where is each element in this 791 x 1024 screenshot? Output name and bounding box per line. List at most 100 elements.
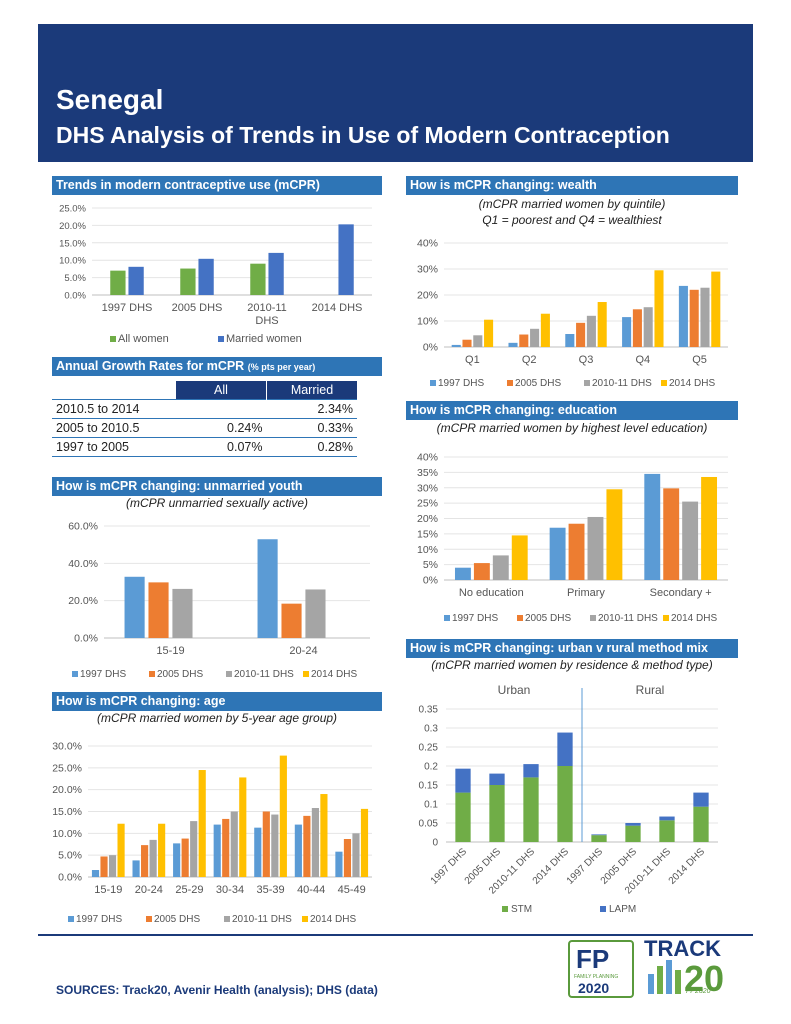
bar bbox=[117, 823, 125, 877]
x-tick-label: Q2 bbox=[522, 354, 537, 366]
bar bbox=[335, 851, 343, 877]
bar bbox=[281, 603, 302, 638]
trends-section-header: Trends in modern contraceptive use (mCPR… bbox=[52, 176, 382, 195]
growth-units: (% pts per year) bbox=[247, 362, 316, 372]
sources-note: SOURCES: Track20, Avenir Health (analysi… bbox=[56, 983, 378, 997]
bar bbox=[132, 860, 140, 877]
bar bbox=[643, 307, 653, 347]
bar bbox=[511, 535, 528, 580]
bar bbox=[257, 539, 278, 638]
bar bbox=[181, 838, 189, 877]
bar bbox=[711, 271, 721, 347]
y-tick-label: 0.0% bbox=[74, 633, 98, 645]
y-tick-label: 25% bbox=[417, 498, 438, 510]
stacked-bar-segment bbox=[693, 806, 709, 842]
y-tick-label: 25.0% bbox=[52, 762, 82, 774]
legend-swatch bbox=[303, 671, 309, 677]
growth-title: Annual Growth Rates for mCPR bbox=[56, 359, 245, 373]
bar bbox=[198, 770, 206, 877]
legend-label: 2010-11 DHS bbox=[598, 613, 658, 624]
y-tick-label: 10% bbox=[417, 316, 438, 328]
logo-bar-icon bbox=[657, 966, 663, 994]
wealth-subtitle-2: Q1 = poorest and Q4 = wealthiest bbox=[482, 213, 662, 227]
legend-label: 2005 DHS bbox=[157, 669, 203, 680]
growth-col-married: Married bbox=[266, 381, 357, 400]
bar bbox=[294, 824, 302, 877]
y-tick-label: 0.25 bbox=[419, 743, 439, 754]
age-chart: 0.0% 5.0% 10.0% 15.0% 20.0% 25.0% 30.0% 15-19 20… bbox=[52, 741, 372, 925]
age-section-header: How is mCPR changing: age bbox=[52, 692, 382, 711]
bar bbox=[530, 328, 540, 347]
bar bbox=[180, 268, 196, 295]
y-tick-label: 10.0% bbox=[52, 828, 82, 840]
legend-label: 2010-11 DHS bbox=[592, 378, 652, 389]
y-tick-label: 0.0% bbox=[58, 872, 82, 884]
bar bbox=[568, 523, 585, 580]
y-tick-label: 20% bbox=[417, 290, 438, 302]
track-logo-text: TRACK bbox=[644, 936, 721, 961]
legend-swatch bbox=[68, 916, 74, 922]
bar bbox=[473, 563, 490, 580]
youth-subtitle: (mCPR unmarried sexually active) bbox=[125, 496, 309, 510]
bar bbox=[484, 319, 494, 347]
logo-bar-icon bbox=[675, 970, 681, 994]
x-tick-label: Q5 bbox=[692, 354, 707, 366]
bar bbox=[239, 777, 247, 877]
legend-label: 2014 DHS bbox=[669, 378, 715, 389]
bar bbox=[271, 814, 279, 877]
growth-all-value: 0.07% bbox=[176, 437, 267, 457]
legend-swatch bbox=[444, 615, 450, 621]
x-tick-label: 15-19 bbox=[156, 645, 184, 657]
y-tick-label: 0.1 bbox=[424, 800, 438, 811]
bar bbox=[540, 313, 550, 347]
y-tick-label: 20% bbox=[417, 513, 438, 525]
x-tick-label: 2014 DHS bbox=[667, 846, 708, 887]
bar bbox=[303, 815, 311, 877]
bar bbox=[110, 270, 126, 295]
x-tick-label: 25-29 bbox=[175, 884, 203, 896]
bar bbox=[587, 516, 604, 580]
y-tick-label: 0.35 bbox=[419, 705, 439, 716]
bar bbox=[213, 824, 221, 877]
legend-swatch bbox=[302, 916, 308, 922]
legend-swatch bbox=[226, 671, 232, 677]
bar bbox=[549, 527, 566, 580]
bar bbox=[632, 309, 642, 347]
y-tick-label: 10% bbox=[417, 544, 438, 556]
x-tick-label: 30-34 bbox=[216, 884, 244, 896]
bar bbox=[128, 266, 144, 295]
legend-label: 2014 DHS bbox=[310, 914, 356, 925]
x-tick-label: 45-49 bbox=[338, 884, 366, 896]
logo-bar-icon bbox=[648, 974, 654, 994]
stacked-bar-segment bbox=[455, 768, 471, 793]
growth-section-header: Annual Growth Rates for mCPR (% pts per … bbox=[52, 357, 382, 376]
group-label: Urban bbox=[498, 683, 531, 697]
legend-swatch bbox=[218, 336, 224, 342]
legend-swatch bbox=[502, 906, 508, 912]
stacked-bar-segment bbox=[659, 820, 675, 842]
bar bbox=[492, 555, 509, 580]
bar bbox=[343, 839, 352, 877]
bar bbox=[597, 302, 607, 347]
title-banner bbox=[38, 24, 753, 162]
y-tick-label: 20.0% bbox=[68, 595, 98, 607]
fp2020-logo: FP FAMILY PLANNING 2020 bbox=[568, 940, 634, 998]
stacked-bar-segment bbox=[591, 834, 607, 836]
x-tick-label: Secondary + bbox=[650, 587, 712, 599]
table-row: 2010.5 to 2014 2.34% bbox=[52, 399, 357, 419]
y-tick-label: 0% bbox=[423, 342, 438, 354]
fp-logo-text: FP bbox=[576, 944, 610, 974]
legend-label: 2005 DHS bbox=[154, 914, 200, 925]
growth-married-value: 0.33% bbox=[266, 418, 357, 438]
bar bbox=[338, 224, 354, 295]
y-tick-label: 5% bbox=[423, 559, 438, 571]
stacked-bar-segment bbox=[523, 777, 539, 842]
y-tick-label: 0.2 bbox=[424, 762, 438, 773]
track-logo-tag: FP2020 bbox=[686, 988, 711, 995]
bar bbox=[576, 322, 586, 347]
bar bbox=[320, 794, 328, 877]
legend-label: All women bbox=[118, 333, 169, 345]
bar bbox=[454, 567, 471, 580]
legend-label: 1997 DHS bbox=[76, 914, 122, 925]
bar bbox=[689, 289, 699, 347]
